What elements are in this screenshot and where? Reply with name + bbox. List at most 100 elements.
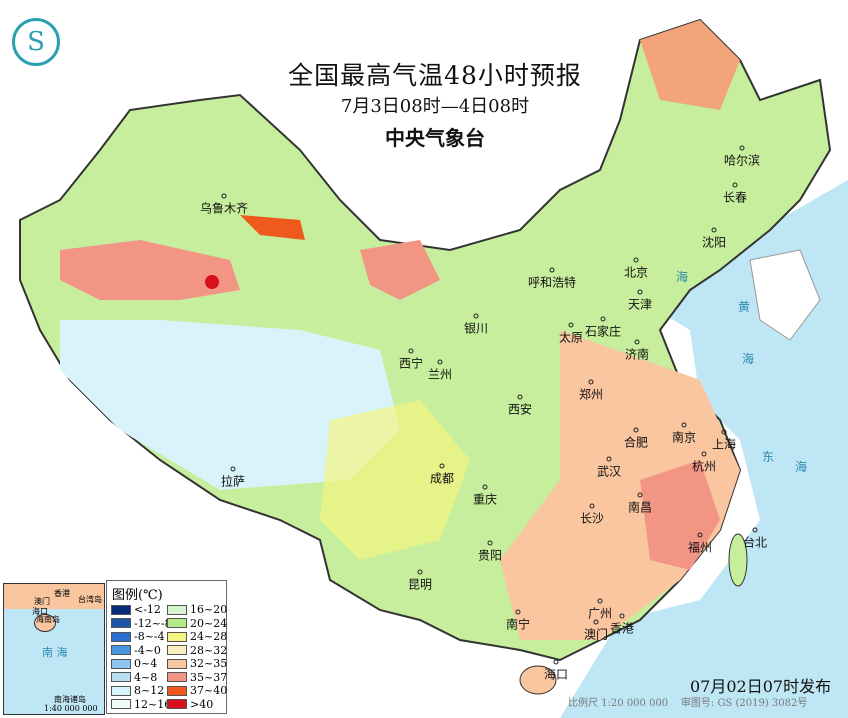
legend-item: <-12 [111,603,161,616]
legend-item: 4~8 [111,671,157,684]
legend-swatch [167,645,187,655]
legend-item: -8~-4 [111,630,165,643]
legend-label: 24~28 [190,630,228,643]
sea-label: 海 [742,352,755,366]
legend-item: 16~20 [167,603,227,616]
inset-label: 海南岛 [36,615,60,624]
legend-item: 12~16 [111,698,171,711]
map-title: 全国最高气温48小时预报 [288,61,582,90]
city-label: 贵阳 [477,548,503,563]
city-label: 呼和浩特 [527,275,577,290]
city-label: 南宁 [505,617,531,632]
city-label: 南昌 [627,500,653,515]
legend-item: 8~12 [111,684,164,697]
agency-name: 中央气象台 [385,126,485,150]
legend-item: 28~32 [167,644,227,657]
legend: 图例(℃) <-12 16~20 -12~-8 20~24 -8~-4 24~28 -4~0… [106,580,227,714]
legend-item: -4~0 [111,644,161,657]
city-label: 西安 [507,402,533,417]
legend-item: 24~28 [167,630,227,643]
city-label: 郑州 [578,387,604,402]
legend-label: 16~20 [190,603,228,616]
map-scale: 比例尺 1:20 000 000 [568,698,669,709]
inset-label: 澳门 [34,597,50,606]
inset-label: 海口 [32,607,48,616]
legend-item: 35~37 [167,671,227,684]
city-label: 石家庄 [584,324,622,339]
city-label: 北京 [623,265,649,280]
city-label: 昆明 [407,577,433,592]
city-label: 武汉 [596,464,622,479]
legend-swatch [111,658,131,669]
legend-label: >40 [190,697,214,711]
legend-swatch [167,631,187,642]
legend-label: 32~35 [190,657,228,670]
legend-label: 35~37 [190,670,228,684]
city-label: 天津 [627,297,653,312]
inset-label: 南海诸岛 [54,695,86,704]
inset-label: 南 海 [42,646,68,659]
legend-swatch [167,658,187,669]
legend-swatch [111,631,131,642]
legend-item: 0~4 [111,657,157,670]
city-label: 银川 [463,321,489,336]
legend-swatch [167,672,187,682]
city-label: 合肥 [623,435,649,450]
inset-label: 香港 [54,589,70,598]
legend-item: >40 [167,698,213,711]
city-label: 广州 [587,606,613,621]
city-label: 西宁 [398,356,424,371]
south-china-sea-inset: 香港 澳门 台湾岛 海口 海南岛 南 海 南海诸岛 1:40 000 000 [3,583,105,715]
legend-title: 图例(℃) [112,588,163,603]
legend-swatch [111,672,131,682]
sea-label: 海 [676,270,689,284]
legend-swatch [167,685,187,696]
city-label: 重庆 [472,492,498,507]
legend-swatch [167,618,187,628]
legend-item: 32~35 [167,657,227,670]
city-label: 长沙 [579,511,605,526]
legend-item: -12~-8 [111,617,172,630]
legend-label: 12~16 [134,697,172,711]
city-label: 澳门 [583,627,609,642]
inset-label: 台湾岛 [78,595,102,604]
map-subtitle: 7月3日08时—4日08时 [340,96,530,117]
legend-label: -8~-4 [134,630,165,643]
legend-swatch [167,699,187,709]
legend-swatch [167,604,187,615]
logo-icon: S [12,18,60,66]
city-label: 成都 [429,471,455,486]
legend-label: 4~8 [134,670,158,684]
city-label: 乌鲁木齐 [199,201,249,216]
city-label: 哈尔滨 [723,153,761,168]
issue-time: 07月02日07时发布 [690,677,832,696]
legend-item: 20~24 [167,617,227,630]
city-label: 海口 [543,667,569,682]
legend-label: <-12 [134,603,161,616]
legend-swatch [111,604,131,615]
legend-label: 37~40 [190,684,228,697]
sea-label: 海 [795,460,808,474]
legend-label: -4~0 [134,643,161,657]
city-label: 南京 [671,430,697,445]
sea-label: 黄 [738,300,751,314]
legend-label: 28~32 [190,643,228,657]
city-label: 拉萨 [220,474,246,489]
scale-text: 比例尺 1:20 000 000 审图号: GS (2019) 3082号 [568,694,807,709]
legend-label: 0~4 [134,657,158,670]
legend-label: -12~-8 [134,616,172,630]
city-label: 兰州 [427,367,453,382]
city-label: 长春 [722,190,748,205]
city-label: 济南 [624,347,650,362]
city-label: 台北 [742,535,768,550]
legend-swatch [111,699,131,709]
inset-scale: 1:40 000 000 [44,704,98,713]
legend-label: 20~24 [190,616,228,630]
legend-label: 8~12 [134,684,165,697]
city-label: 杭州 [691,459,717,474]
city-label: 太原 [558,330,584,345]
legend-item: 37~40 [167,684,227,697]
legend-swatch [111,645,131,655]
sea-label: 东 [762,450,775,464]
